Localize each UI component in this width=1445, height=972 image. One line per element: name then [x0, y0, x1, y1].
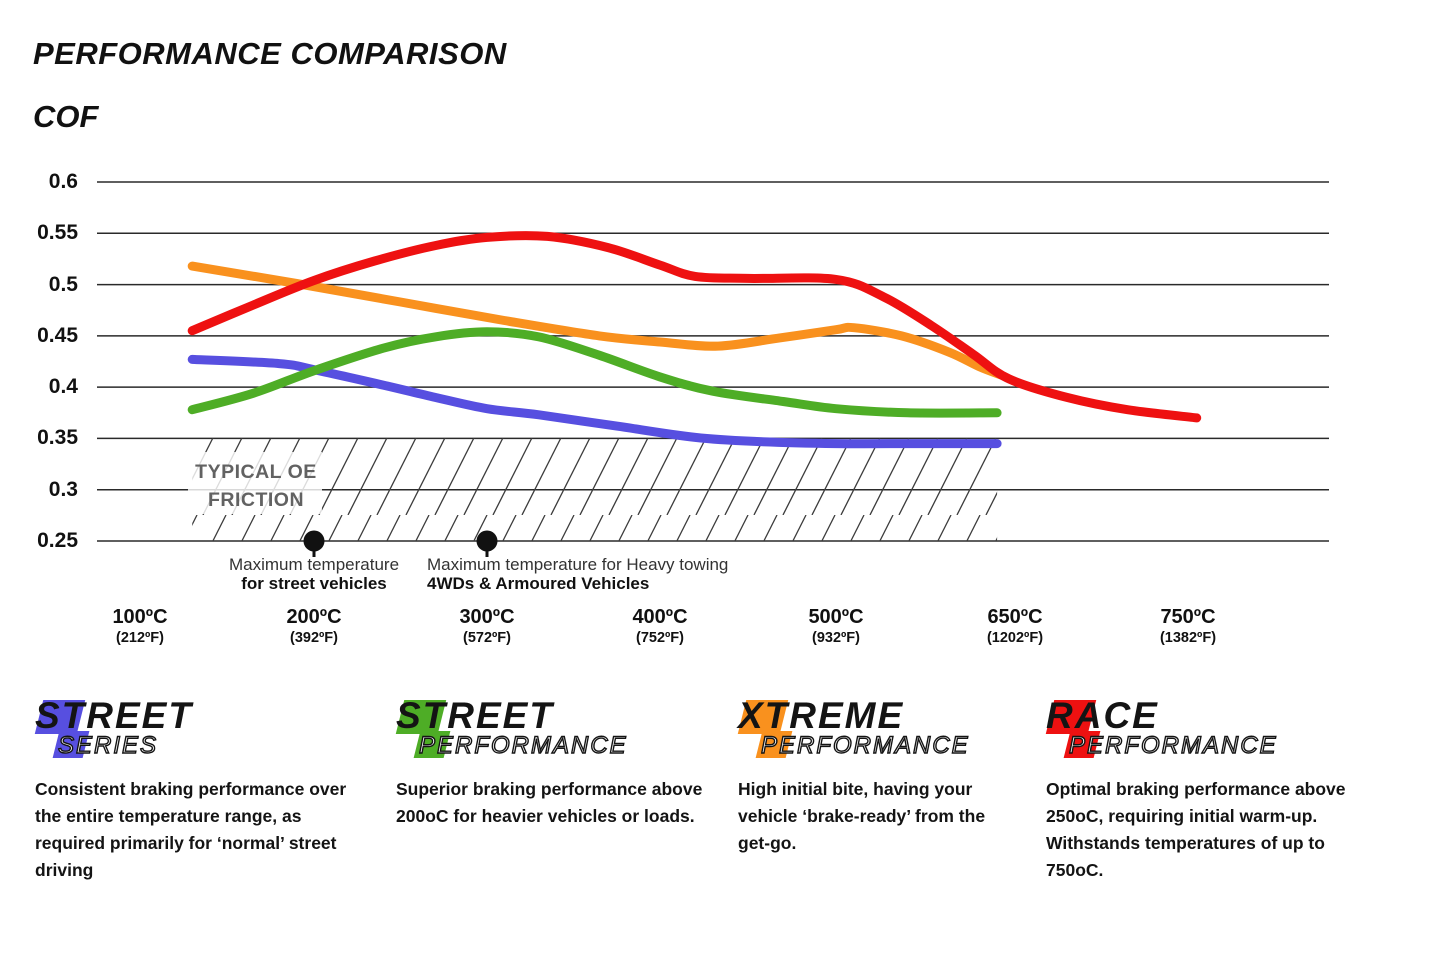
annotation-line2: 4WDs & Armoured Vehicles [427, 574, 650, 593]
y-tick-label: 0.25 [37, 529, 78, 552]
legend-street-series: STREET SERIES Consistent braking perform… [34, 695, 367, 884]
series-line-xtreme-performance [187, 261, 1006, 380]
oe-friction-hatch [192, 438, 998, 541]
x-tick-fahrenheit: (572ºF) [462, 630, 511, 646]
y-tick-label: 0.45 [37, 324, 78, 347]
x-tick-label: 200ºC (392ºF) [226, 606, 402, 646]
series-lines [187, 231, 1202, 449]
brand-line1: STREET [35, 695, 193, 736]
oe-friction-label-line2: FRICTION [207, 489, 305, 511]
y-tick-label: 0.4 [48, 375, 78, 398]
x-tick-celsius: 400ºC [632, 606, 688, 628]
oe-friction-label: TYPICAL OE FRICTION [186, 458, 326, 514]
x-tick-label: 100ºC (212ºF) [52, 606, 228, 646]
series-line-race-performance [187, 231, 1202, 423]
x-tick-fahrenheit: (932ºF) [811, 630, 860, 646]
x-tick-label: 500ºC (932ºF) [748, 606, 924, 646]
x-tick-fahrenheit: (1202ºF) [986, 630, 1044, 646]
annotation-towing-max-temp: Maximum temperature for Heavy towing 4WD… [427, 556, 757, 593]
annotation-line1: Maximum temperature [228, 555, 400, 574]
oe-friction-hatch-band [188, 438, 998, 541]
legend-xtreme-performance: XTREME PERFORMANCE High initial bite, ha… [737, 695, 1016, 857]
x-tick-fahrenheit: (752ºF) [635, 630, 684, 646]
brand-line1: XTREME [738, 695, 905, 736]
brand-line1: STREET [396, 695, 554, 736]
annotation-line1: Maximum temperature for Heavy towing [427, 555, 729, 574]
x-tick-celsius: 750ºC [1160, 606, 1216, 628]
x-tick-label: 650ºC (1202ºF) [927, 606, 1103, 646]
xtreme-performance-logo: XTREME PERFORMANCE [737, 695, 1016, 762]
x-tick-label: 400ºC (752ºF) [572, 606, 748, 646]
brand-line2: SERIES [57, 732, 159, 759]
series-line-street-performance [187, 327, 1002, 418]
x-tick-celsius: 300ºC [459, 606, 515, 628]
x-tick-label: 300ºC (572ºF) [399, 606, 575, 646]
x-tick-fahrenheit: (212ºF) [115, 630, 164, 646]
brand-line1: RACE [1046, 695, 1159, 736]
street-series-logo: STREET SERIES [34, 695, 367, 762]
brand-description: Consistent braking performance over the … [35, 779, 347, 880]
legend-race-performance: RACE PERFORMANCE Optimal braking perform… [1045, 695, 1374, 884]
brand-description: Optimal braking performance above 250oC,… [1046, 779, 1346, 880]
x-tick-celsius: 200ºC [286, 606, 342, 628]
y-tick-label: 0.6 [48, 170, 78, 193]
page-title: PERFORMANCE COMPARISON [33, 36, 507, 71]
brand-line2: PERFORMANCE [418, 732, 628, 759]
x-tick-celsius: 500ºC [808, 606, 864, 628]
y-tick-label: 0.35 [37, 426, 78, 449]
oe-label-backdrop [188, 452, 322, 514]
brand-line2: PERFORMANCE [760, 732, 970, 759]
x-tick-celsius: 650ºC [987, 606, 1043, 628]
x-tick-fahrenheit: (392ºF) [289, 630, 338, 646]
street-performance-logo: STREET PERFORMANCE [395, 695, 714, 762]
x-tick-celsius: 100ºC [112, 606, 168, 628]
x-tick-fahrenheit: (1382ºF) [1159, 630, 1217, 646]
annotation-dot-icon [476, 530, 498, 552]
brand-description: Superior braking performance above 200oC… [396, 779, 703, 826]
annotation-street-max-temp: Maximum temperature for street vehicles [164, 556, 464, 593]
oe-friction-label-line1: TYPICAL OE [195, 461, 317, 483]
y-tick-label: 0.5 [48, 273, 78, 296]
annotation-markers [303, 530, 498, 557]
legend-street-performance: STREET PERFORMANCE Superior braking perf… [395, 695, 714, 830]
x-tick-label: 750ºC (1382ºF) [1100, 606, 1276, 646]
brand-line2: PERFORMANCE [1068, 732, 1278, 759]
race-performance-logo: RACE PERFORMANCE [1045, 695, 1374, 762]
annotation-dot-icon [303, 530, 325, 552]
y-tick-label: 0.3 [48, 478, 78, 501]
y-axis-title: COF [33, 99, 99, 134]
brand-description: High initial bite, having your vehicle ‘… [738, 779, 986, 853]
annotation-line2: for street vehicles [241, 574, 387, 593]
y-tick-label: 0.55 [37, 221, 78, 244]
